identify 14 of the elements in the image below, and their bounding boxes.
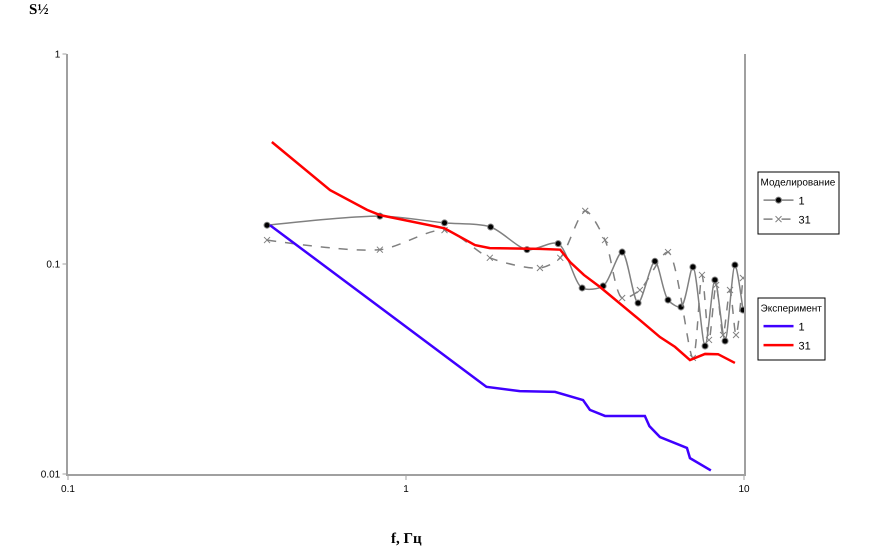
text: Моделирование bbox=[760, 178, 836, 189]
x-axis-title: f, Гц bbox=[391, 531, 422, 547]
x-tick-label: 1 bbox=[403, 484, 410, 495]
legend-label: 31 bbox=[798, 340, 811, 352]
x-tick-label: 0.1 bbox=[61, 484, 76, 495]
y-tick-label: 0.01 bbox=[40, 470, 61, 480]
y-axis-title: S½ bbox=[29, 2, 49, 18]
legend-label: 1 bbox=[798, 321, 805, 334]
y-tick-label: 0.1 bbox=[46, 260, 61, 270]
legend-label: 31 bbox=[798, 214, 811, 226]
y-tick-label: 1 bbox=[54, 50, 61, 60]
x-tick-label: 10 bbox=[738, 484, 750, 495]
legend-label: 1 bbox=[798, 195, 805, 208]
text: Эксперимент bbox=[760, 304, 822, 315]
